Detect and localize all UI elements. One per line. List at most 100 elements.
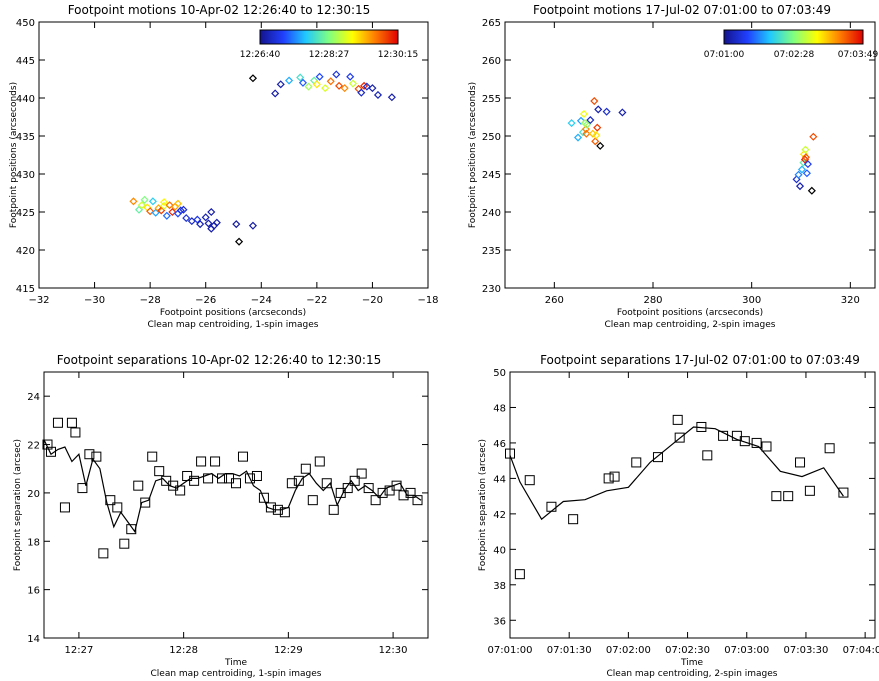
separation-square-marker xyxy=(328,504,339,515)
separation-square-marker xyxy=(98,548,109,559)
footpoint-marker xyxy=(182,214,191,223)
footpoint-marker xyxy=(591,137,600,146)
footpoint-marker xyxy=(321,84,330,93)
x-axis-subtitle: Clean map centroiding, 2-spin images xyxy=(605,320,776,330)
separation-square-marker xyxy=(119,538,130,549)
colorbar: 07:01:00 07:02:28 07:03:49 xyxy=(704,29,878,60)
x-tick-label: 12:30 xyxy=(379,645,408,656)
footpoint-marker xyxy=(340,84,349,93)
separation-square-marker xyxy=(244,473,255,484)
x-axis-label: Footpoint positions (arcseconds) xyxy=(617,308,763,318)
x-tick-label: 12:27 xyxy=(64,645,93,656)
separation-square-marker xyxy=(307,495,318,506)
colorbar-label-start: 07:01:00 xyxy=(704,50,745,60)
footpoint-marker xyxy=(276,80,285,89)
separation-square-marker xyxy=(84,449,95,460)
footpoint-marker xyxy=(212,218,221,227)
footpoint-marker xyxy=(582,129,591,138)
plot-frame xyxy=(43,371,429,639)
footpoint-marker xyxy=(296,73,305,82)
footpoint-marker xyxy=(594,105,603,114)
footpoint-marker xyxy=(348,79,358,88)
chart-title: Footpoint motions 10-Apr-02 12:26:40 to … xyxy=(68,3,371,17)
footpoint-marker xyxy=(802,169,811,178)
footpoint-marker xyxy=(137,201,146,210)
footpoint-marker xyxy=(207,207,216,217)
footpoint-marker xyxy=(298,78,308,87)
footpoint-marker xyxy=(579,109,588,119)
footpoint-marker xyxy=(573,133,583,142)
footpoint-marker xyxy=(592,131,601,140)
x-tick-label: −30 xyxy=(84,295,105,306)
y-axis-label: Footpoint separation (arcsec) xyxy=(478,439,488,571)
separation-square-marker xyxy=(112,502,123,513)
y-tick-label: 16 xyxy=(27,586,40,597)
y-tick-label: 440 xyxy=(16,94,35,105)
footpoint-marker xyxy=(179,205,188,214)
x-ticks: −32 −30 −28 −26 −24 −22 −20 −18 xyxy=(28,22,439,306)
footpoint-marker xyxy=(312,80,321,89)
x-tick-label: 07:01:00 xyxy=(488,645,533,656)
footpoint-marker xyxy=(797,165,807,174)
footpoint-marker xyxy=(618,108,627,117)
footpoint-marker xyxy=(201,213,210,222)
x-tick-label: 07:03:00 xyxy=(724,645,769,656)
colorbar-label-end: 12:30:15 xyxy=(378,50,418,60)
separation-square-marker xyxy=(761,441,772,452)
separation-square-marker xyxy=(356,468,367,479)
separation-square-marker xyxy=(279,507,290,518)
separation-square-marker xyxy=(524,475,535,486)
separation-square-marker xyxy=(349,475,360,486)
y-tick-label: 22 xyxy=(27,441,40,452)
y-axis-label: Footpoint positions (arcseconds) xyxy=(468,82,478,228)
separation-square-marker xyxy=(286,478,297,489)
x-tick-label: 260 xyxy=(545,295,564,306)
y-tick-label: 445 xyxy=(16,56,35,67)
separation-square-marker xyxy=(603,473,614,484)
x-axis-subtitle: Clean map centroiding, 1-spin images xyxy=(148,320,319,330)
separation-square-marker xyxy=(751,437,762,448)
footpoint-marker xyxy=(285,76,294,85)
separation-square-marker xyxy=(674,432,685,443)
y-axis-label: Footpoint positions (arcseconds) xyxy=(9,82,19,228)
footpoint-marker xyxy=(159,198,169,207)
separation-square-marker xyxy=(702,450,713,461)
separation-square-marker xyxy=(672,414,683,425)
x-axis-label: Footpoint positions (arcseconds) xyxy=(160,308,306,318)
x-tick-label: 07:03:30 xyxy=(783,645,828,656)
footpoint-marker xyxy=(368,84,377,93)
footpoint-marker xyxy=(809,132,818,141)
panel-motions-17jul: Footpoint motions 17-Jul-02 07:01:00 to … xyxy=(468,3,878,330)
separation-square-marker xyxy=(363,483,374,494)
y-tick-label: 235 xyxy=(482,246,501,257)
plot-frame xyxy=(504,21,876,289)
y-tick-label: 24 xyxy=(27,392,40,403)
separation-square-marker xyxy=(140,497,151,508)
y-tick-label: 425 xyxy=(16,208,35,219)
separation-square-marker xyxy=(370,495,381,506)
separation-square-marker xyxy=(203,473,214,484)
colorbar-label-mid: 07:02:28 xyxy=(774,50,815,60)
footpoint-marker xyxy=(373,90,383,100)
y-tick-label: 245 xyxy=(482,170,501,181)
y-tick-label: 230 xyxy=(482,284,501,295)
separation-square-marker xyxy=(154,466,165,477)
separation-square-marker xyxy=(133,480,144,491)
separation-square-marker xyxy=(398,490,409,501)
y-tick-label: 255 xyxy=(482,94,501,105)
y-tick-label: 42 xyxy=(493,510,506,521)
separation-square-marker xyxy=(405,487,416,498)
y-ticks: 36 38 40 42 44 46 48 50 xyxy=(493,368,875,627)
footpoint-marker xyxy=(794,170,803,179)
x-tick-label: 07:02:30 xyxy=(665,645,710,656)
x-tick-label: −18 xyxy=(417,295,438,306)
x-tick-label: 12:29 xyxy=(274,645,303,656)
y-tick-label: 40 xyxy=(493,545,506,556)
x-ticks: 07:01:00 07:01:30 07:02:00 07:02:30 07:03:00… xyxy=(488,372,879,656)
x-tick-label: 07:01:30 xyxy=(547,645,592,656)
panel-separations-10apr: Footpoint separations 10-Apr-02 12:26:40… xyxy=(13,353,429,679)
separation-square-marker xyxy=(568,514,579,525)
x-tick-label: −26 xyxy=(195,295,216,306)
footpoint-marker xyxy=(271,89,280,98)
y-tick-label: 50 xyxy=(493,368,506,379)
